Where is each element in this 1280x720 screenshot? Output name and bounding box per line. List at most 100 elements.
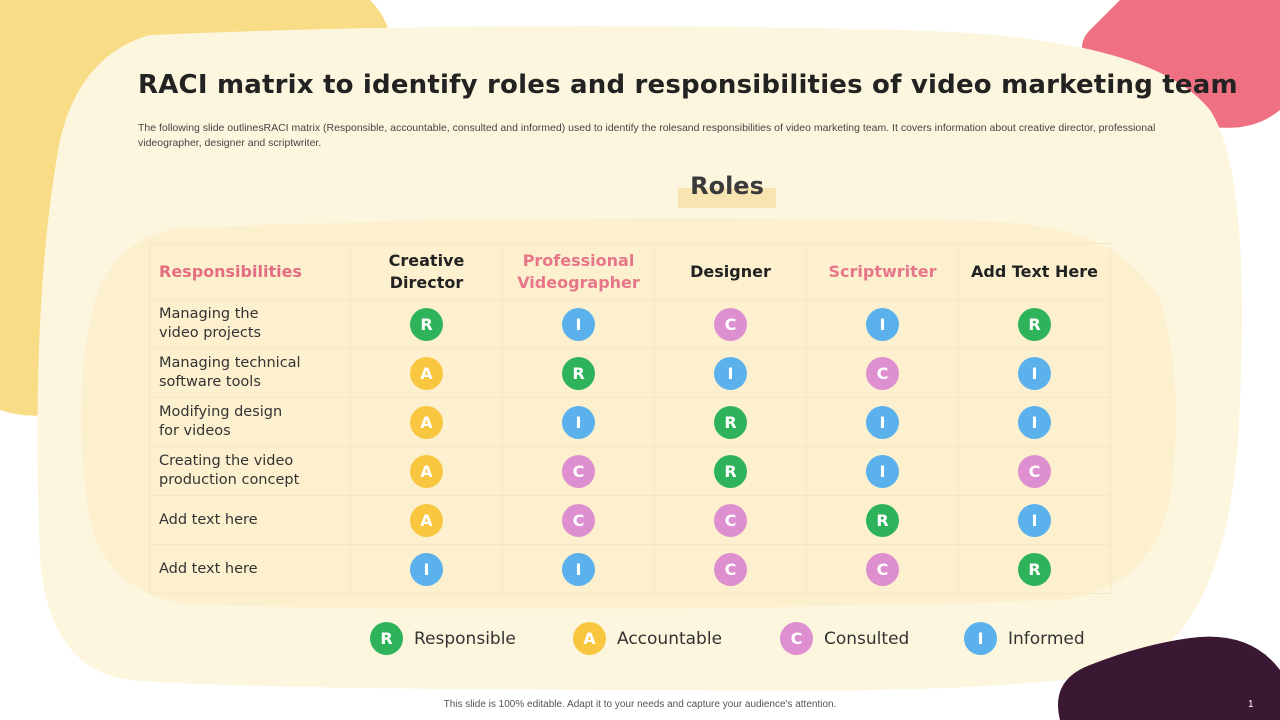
raci-badge: C — [1018, 454, 1051, 488]
raci-badge: R — [1018, 552, 1051, 586]
raci-cell: R — [958, 299, 1111, 349]
raci-badge: I — [866, 454, 899, 488]
column-header: Add Text Here — [958, 243, 1111, 300]
raci-cell: C — [958, 446, 1111, 496]
raci-cell: A — [350, 348, 503, 398]
raci-cell: I — [806, 299, 959, 349]
roles-heading-highlight — [678, 188, 776, 208]
raci-badge: R — [562, 356, 595, 390]
raci-badge: C — [866, 356, 899, 390]
table-row: Add text here A C C R I — [149, 495, 1111, 545]
raci-badge: I — [1018, 503, 1051, 537]
raci-badge: A — [410, 356, 443, 390]
raci-matrix-body: Managing the video projects R I C I R Managing … — [149, 299, 1111, 594]
raci-badge: C — [714, 307, 747, 341]
raci-cell: I — [350, 544, 503, 594]
table-row: Managing technical software tools A R I C I — [149, 348, 1111, 398]
raci-cell: A — [350, 495, 503, 545]
legend-label: Responsible — [414, 628, 516, 649]
legend-item-informed: I Informed — [964, 622, 1085, 655]
raci-cell: I — [958, 397, 1111, 447]
roles-heading-label: Roles — [690, 172, 764, 200]
raci-cell: I — [958, 495, 1111, 545]
responsibilities-header: Responsibilities — [149, 243, 351, 300]
raci-cell: C — [806, 348, 959, 398]
slide-title: RACI matrix to identify roles and respon… — [138, 70, 1238, 100]
raci-cell: R — [350, 299, 503, 349]
raci-cell: I — [958, 348, 1111, 398]
responsibility-label: Managing technical software tools — [149, 348, 351, 398]
column-header: Designer — [654, 243, 807, 300]
raci-cell: R — [958, 544, 1111, 594]
raci-badge: R — [714, 454, 747, 488]
column-header: Scriptwriter — [806, 243, 959, 300]
raci-badge: A — [410, 503, 443, 537]
raci-cell: I — [806, 397, 959, 447]
legend-item-accountable: A Accountable — [573, 622, 722, 655]
footer-note: This slide is 100% editable. Adapt it to… — [443, 699, 837, 710]
slide-subtitle: The following slide outlinesRACI matrix … — [138, 122, 1156, 149]
raci-cell: A — [350, 397, 503, 447]
legend-badge: R — [370, 622, 403, 655]
raci-cell: C — [654, 495, 807, 545]
legend-badge: A — [573, 622, 606, 655]
raci-cell: I — [502, 544, 655, 594]
legend-item-responsible: R Responsible — [370, 622, 516, 655]
table-row: Creating the video production concept A C R I… — [149, 446, 1111, 496]
responsibility-label: Add text here — [149, 544, 351, 594]
roles-heading: Roles — [678, 170, 776, 208]
raci-cell: R — [502, 348, 655, 398]
raci-badge: I — [562, 405, 595, 439]
raci-cell: C — [654, 299, 807, 349]
raci-cell: I — [654, 348, 807, 398]
raci-badge: I — [1018, 405, 1051, 439]
raci-badge: R — [1018, 307, 1051, 341]
column-header: Creative Director — [350, 243, 503, 300]
raci-badge: I — [866, 307, 899, 341]
legend-badge: C — [780, 622, 813, 655]
raci-cell: R — [654, 446, 807, 496]
raci-cell: C — [654, 544, 807, 594]
table-row: Modifying design for videos A I R I I — [149, 397, 1111, 447]
raci-badge: C — [714, 503, 747, 537]
raci-badge: I — [410, 552, 443, 586]
responsibility-label: Managing the video projects — [149, 299, 351, 349]
legend-label: Informed — [1008, 628, 1085, 649]
table-header-row: Responsibilities Creative Director Profes… — [149, 243, 1111, 300]
legend-item-consulted: C Consulted — [780, 622, 909, 655]
responsibility-label: Add text here — [149, 495, 351, 545]
dark-background-blob — [1058, 636, 1280, 720]
raci-badge: C — [562, 503, 595, 537]
raci-cell: A — [350, 446, 503, 496]
raci-badge: I — [866, 405, 899, 439]
raci-badge: R — [866, 503, 899, 537]
raci-cell: R — [654, 397, 807, 447]
raci-badge: C — [866, 552, 899, 586]
raci-badge: I — [714, 356, 747, 390]
column-header: Professional Videographer — [502, 243, 655, 300]
raci-badge: R — [410, 307, 443, 341]
responsibility-label: Creating the video production concept — [149, 446, 351, 496]
raci-cell: R — [806, 495, 959, 545]
raci-badge: R — [714, 405, 747, 439]
raci-matrix-table: Responsibilities Creative Director Profes… — [149, 243, 1111, 594]
raci-badge: I — [562, 307, 595, 341]
legend-label: Accountable — [617, 628, 723, 649]
table-row: Managing the video projects R I C I R — [149, 299, 1111, 349]
table-row: Add text here I I C C R — [149, 544, 1111, 594]
page-number: 1 — [1248, 699, 1254, 710]
legend-badge: I — [964, 622, 997, 655]
raci-badge: C — [714, 552, 747, 586]
raci-badge: C — [562, 454, 595, 488]
raci-cell: C — [502, 446, 655, 496]
raci-badge: A — [410, 454, 443, 488]
raci-cell: C — [502, 495, 655, 545]
responsibility-label: Modifying design for videos — [149, 397, 351, 447]
raci-cell: I — [502, 397, 655, 447]
raci-badge: I — [562, 552, 595, 586]
legend-label: Consulted — [824, 628, 910, 649]
legend: R Responsible A Accountable C Consulted … — [0, 622, 1280, 656]
raci-cell: I — [502, 299, 655, 349]
raci-badge: I — [1018, 356, 1051, 390]
raci-badge: A — [410, 405, 443, 439]
